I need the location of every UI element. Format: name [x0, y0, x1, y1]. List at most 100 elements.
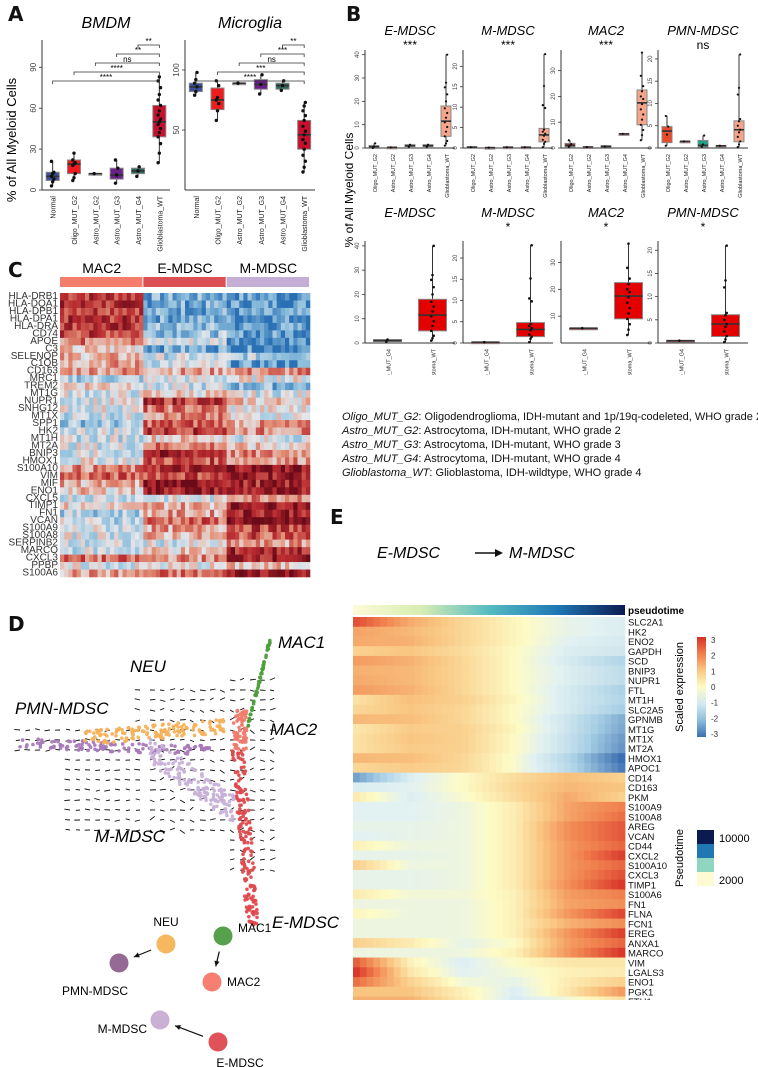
- x-tick-label: Astro_MUT_G3: [115, 196, 122, 245]
- heatmap-cell: [268, 352, 273, 361]
- heatmap-cell: [577, 792, 585, 803]
- cell-point-mac1: [268, 638, 272, 643]
- cell-point-pmn-mdsc: [66, 739, 71, 744]
- heatmap-cell: [193, 487, 198, 496]
- cell-point-e-mdsc: [255, 911, 259, 916]
- heatmap-cell: [64, 293, 69, 301]
- heatmap-cell: [502, 762, 510, 773]
- data-point: [639, 123, 642, 126]
- heatmap-cell: [489, 782, 497, 793]
- heatmap-cell: [393, 743, 401, 754]
- heatmap-cell: [570, 704, 578, 715]
- cell-point-mac2: [238, 734, 242, 739]
- heatmap-cell: [611, 714, 619, 725]
- heatmap-cell: [64, 464, 69, 473]
- heatmap-cell: [461, 840, 469, 851]
- cell-point-m-mdsc: [175, 756, 180, 761]
- heatmap-cell: [543, 850, 551, 861]
- heatmap-cell: [160, 322, 165, 331]
- heatmap-cell: [243, 375, 248, 383]
- heatmap-cell: [197, 352, 202, 361]
- velocity-arrow: [135, 758, 141, 761]
- heatmap-cell: [76, 517, 82, 525]
- heatmap-cell: [147, 479, 152, 488]
- heatmap-cell: [407, 636, 415, 647]
- gene-label: PPBP: [31, 560, 58, 571]
- heatmap-cell: [618, 626, 626, 637]
- heatmap-cell: [93, 569, 98, 578]
- heatmap-cell: [239, 412, 244, 421]
- heatmap-cell: [366, 762, 374, 773]
- heatmap-cell: [101, 502, 107, 511]
- heatmap-cell: [130, 457, 136, 466]
- heatmap-cell: [305, 367, 311, 376]
- heatmap-cell: [201, 532, 207, 540]
- heatmap-cell: [218, 397, 223, 406]
- heatmap-cell: [122, 390, 127, 398]
- heatmap-cell: [147, 532, 152, 540]
- heatmap-cell: [126, 569, 132, 578]
- heatmap-cell: [226, 442, 232, 451]
- velocity-arrow: [209, 829, 216, 832]
- heatmap-cell: [502, 840, 510, 851]
- heatmap-cell: [272, 315, 277, 324]
- heatmap-cell: [260, 382, 265, 391]
- y-tick-label: 30: [29, 144, 38, 153]
- heatmap-cell: [239, 300, 244, 309]
- heatmap-cell: [205, 479, 211, 488]
- heatmap-cell: [400, 840, 408, 851]
- heatmap-cell: [114, 532, 119, 540]
- heatmap-cell: [475, 831, 483, 842]
- heatmap-cell: [155, 494, 161, 503]
- heatmap-cell: [105, 405, 111, 413]
- heatmap-cell: [536, 694, 544, 705]
- heatmap-cell: [201, 352, 207, 361]
- heatmap-cell: [591, 626, 599, 637]
- heatmap-cell: [260, 569, 265, 578]
- heatmap-cell: [353, 724, 361, 735]
- heatmap-cell: [118, 509, 123, 518]
- subplot-title: PMN-MDSC: [667, 205, 739, 220]
- heatmap-cell: [482, 714, 490, 725]
- velocity-arrow: [169, 796, 176, 801]
- heatmap-cell: [139, 554, 144, 563]
- heatmap-cell: [189, 322, 194, 331]
- heatmap-cell: [180, 554, 186, 563]
- heatmap-cell: [214, 569, 219, 578]
- velocity-arrow: [179, 708, 185, 711]
- heatmap-cell: [126, 442, 132, 451]
- heatmap-cell: [482, 782, 490, 793]
- heatmap-cell: [64, 479, 69, 488]
- heatmap-cell: [214, 435, 219, 443]
- heatmap-cell: [180, 509, 186, 518]
- gene-label: MRC1: [30, 373, 59, 384]
- velocity-arrow: [65, 828, 71, 831]
- heatmap-cell: [105, 517, 111, 525]
- heatmap-cell: [235, 472, 240, 481]
- heatmap-cell: [448, 831, 456, 842]
- y-tick-label: 10: [648, 99, 654, 106]
- heatmap-cell: [230, 293, 236, 301]
- cell-point-mac1: [264, 653, 268, 658]
- significance-bracket: [238, 62, 305, 66]
- heatmap-cell: [421, 840, 429, 851]
- heatmap-cell: [482, 675, 490, 686]
- gene-label: MIF: [41, 478, 58, 489]
- velocity-arrow: [219, 769, 225, 774]
- velocity-arrow: [269, 689, 275, 692]
- heatmap-cell: [122, 547, 127, 555]
- heatmap-cell: [101, 532, 107, 540]
- heatmap-cell: [400, 801, 408, 812]
- velocity-arrow: [125, 768, 131, 771]
- heatmap-cell: [76, 322, 82, 331]
- heatmap-cell: [421, 724, 429, 735]
- heatmap-cell: [523, 840, 531, 851]
- heatmap-cell: [210, 390, 215, 398]
- heatmap-cell: [135, 464, 140, 473]
- heatmap-cell: [210, 464, 215, 473]
- heatmap-cell: [597, 665, 605, 676]
- heatmap-cell: [218, 412, 223, 421]
- heatmap-cell: [448, 714, 456, 725]
- footnote-term: Glioblastoma_WT: [342, 467, 430, 479]
